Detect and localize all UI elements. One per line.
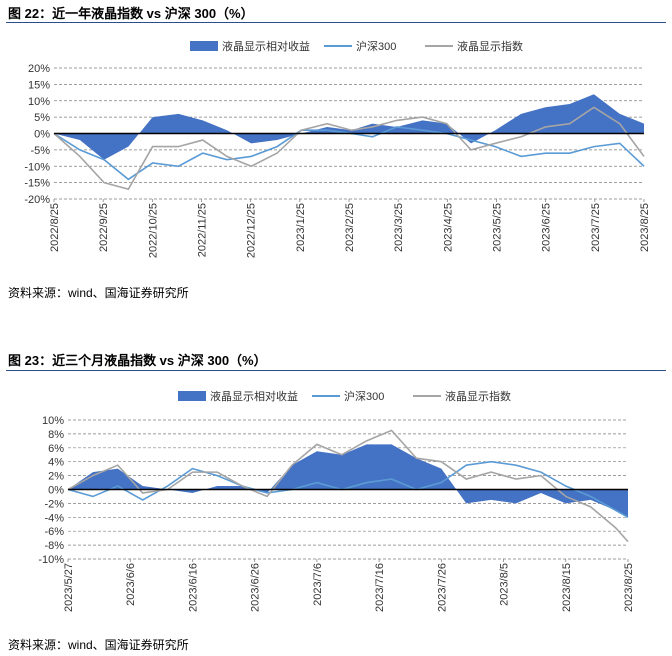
x-tick-label: 2023/1/25 <box>295 203 307 252</box>
x-tick-label: 2023/6/16 <box>187 563 199 612</box>
y-tick-label: -20% <box>24 194 50 206</box>
legend-entry: 沪深300 <box>344 389 384 403</box>
x-tick-label: 2023/8/25 <box>623 563 635 612</box>
y-tick-label: 2% <box>48 471 64 483</box>
x-tick-label: 2023/5/27 <box>63 563 75 612</box>
y-tick-label: -2% <box>44 498 64 510</box>
y-tick-label: -8% <box>44 540 64 552</box>
legend-swatch-area <box>190 41 218 51</box>
x-tick-label: 2022/9/25 <box>98 203 110 252</box>
x-tick-label: 2023/6/6 <box>125 563 137 606</box>
y-tick-label: 6% <box>48 443 64 455</box>
x-tick-label: 2023/7/16 <box>374 563 386 612</box>
y-tick-label: 4% <box>48 457 64 469</box>
x-tick-label: 2023/8/25 <box>639 203 651 252</box>
legend: 液晶显示相对收益 沪深300 液晶显示指数 <box>190 39 523 53</box>
legend-entry: 液晶显示指数 <box>445 389 511 403</box>
legend: 液晶显示相对收益 沪深300 液晶显示指数 <box>178 389 511 403</box>
chart-lcd-vs-hs300-3m: 液晶显示相对收益 沪深300 液晶显示指数 10% 8% 6% 4% 2% 0%-2% -4% -6… <box>38 389 635 612</box>
figure-23-source: 资料来源：wind、国海证券研究所 <box>8 638 189 652</box>
series-lcd-index-line <box>53 106 645 191</box>
x-tick-label: 2023/8/5 <box>499 563 511 606</box>
legend-swatch-area <box>178 391 206 401</box>
chart-lcd-vs-hs300-1y: 液晶显示相对收益 沪深300 液晶显示指数 20% 15% 10% 5% 0% -5% -10% -… <box>24 39 651 258</box>
x-tick-label: 2022/8/25 <box>49 203 61 252</box>
y-tick-label: -10% <box>38 554 64 566</box>
y-tick-label: -4% <box>44 512 64 524</box>
y-tick-label: 15% <box>28 79 50 91</box>
x-tick-label: 2023/8/15 <box>561 563 573 612</box>
y-tick-label: 5% <box>34 112 50 124</box>
series-hs300-line <box>67 460 629 518</box>
y-tick-label: -6% <box>44 526 64 538</box>
x-tick-label: 2023/6/26 <box>250 563 262 612</box>
x-tick-label: 2022/10/25 <box>147 203 159 258</box>
x-tick-label: 2023/2/25 <box>344 203 356 252</box>
legend-entry: 沪深300 <box>356 39 396 53</box>
x-tick-label: 2023/7/26 <box>436 563 448 612</box>
y-tick-label: 0% <box>48 485 64 497</box>
x-tick-label: 2023/3/25 <box>393 203 405 252</box>
figure-23-title: 图 23：近三个月液晶指数 vs 沪深 300（%） <box>8 353 267 368</box>
legend-entry: 液晶显示相对收益 <box>210 389 298 403</box>
figure-23-divider <box>6 370 666 371</box>
y-tick-label: 10% <box>28 96 50 108</box>
x-tick-label: 2023/4/25 <box>442 203 454 252</box>
y-tick-label: -10% <box>24 161 50 173</box>
y-tick-label: 20% <box>28 63 50 75</box>
x-tick-label: 2023/7/25 <box>590 203 602 252</box>
x-tick-label: 2023/7/6 <box>312 563 324 606</box>
figure-22-title: 图 22：近一年液晶指数 vs 沪深 300（%） <box>8 6 254 21</box>
x-tick-label: 2023/6/25 <box>541 203 553 252</box>
x-tick-label: 2022/11/25 <box>197 203 209 257</box>
y-tick-label: 0% <box>34 129 50 141</box>
x-tick-label: 2022/12/25 <box>246 203 258 258</box>
series-relative-return-area <box>68 444 628 518</box>
legend-entry: 液晶显示指数 <box>457 39 523 53</box>
y-tick-label: 8% <box>48 429 64 441</box>
y-tick-label: -5% <box>30 145 50 157</box>
legend-entry: 液晶显示相对收益 <box>222 39 310 53</box>
series-relative-return-area <box>54 94 644 160</box>
x-tick-label: 2023/5/25 <box>492 203 504 252</box>
figure-22-divider <box>6 22 666 23</box>
y-tick-label: 10% <box>42 415 64 427</box>
series-hs300-line <box>53 126 645 181</box>
y-tick-label: -15% <box>24 178 50 190</box>
figure-22-source: 资料来源：wind、国海证券研究所 <box>8 286 189 300</box>
